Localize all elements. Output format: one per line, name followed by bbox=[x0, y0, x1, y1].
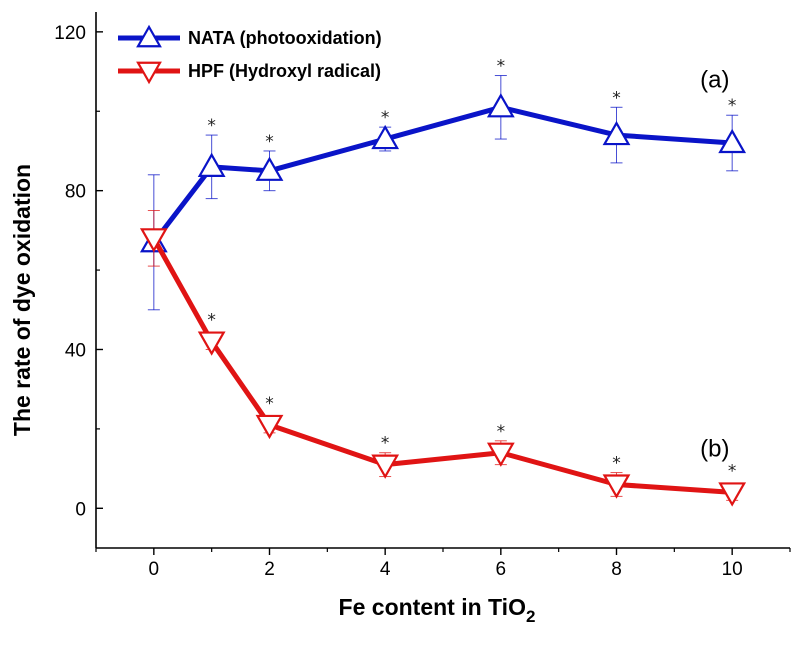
x-tick-label: 6 bbox=[496, 559, 507, 580]
data-point bbox=[486, 93, 515, 118]
data-point bbox=[718, 482, 747, 507]
legend-swatch-marker bbox=[136, 61, 162, 85]
significance-star: * bbox=[612, 454, 621, 474]
data-point bbox=[486, 442, 515, 467]
significance-star: * bbox=[381, 108, 390, 128]
x-tick-label: 4 bbox=[380, 559, 391, 580]
x-tick-label: 8 bbox=[611, 559, 622, 580]
data-point bbox=[255, 156, 284, 181]
significance-star: * bbox=[612, 88, 621, 108]
x-axis-title-main: Fe content in TiO bbox=[339, 594, 526, 620]
axis-ticks: 0 40 80 120 0 2 4 6 8 10 bbox=[54, 23, 791, 580]
series-hpf bbox=[139, 210, 747, 507]
significance-star: * bbox=[497, 57, 506, 77]
significance-star: * bbox=[207, 116, 216, 136]
significance-star: * bbox=[497, 422, 506, 442]
significance-star: * bbox=[265, 132, 274, 152]
y-tick-label: 0 bbox=[75, 499, 86, 520]
x-axis-title-subscript: 2 bbox=[526, 607, 535, 626]
data-point bbox=[718, 128, 747, 154]
y-tick-label: 80 bbox=[65, 182, 86, 203]
series-line bbox=[151, 104, 733, 244]
axes bbox=[95, 12, 790, 549]
data-point bbox=[197, 331, 226, 356]
data-series bbox=[139, 75, 747, 507]
x-tick-label: 10 bbox=[722, 559, 743, 580]
legend-item: HPF (Hydroxyl radical) bbox=[118, 61, 381, 85]
significance-star: * bbox=[381, 434, 390, 454]
legend-label: NATA (photooxidation) bbox=[188, 28, 382, 48]
annotations: (a) (b) bbox=[700, 66, 729, 462]
x-axis-title: Fe content in TiO2 bbox=[339, 594, 536, 626]
x-tick-label: 0 bbox=[149, 559, 160, 580]
significance-star: * bbox=[265, 394, 274, 414]
panel-annotation: (a) bbox=[700, 66, 729, 93]
series-line bbox=[151, 237, 733, 495]
significance-star: * bbox=[728, 462, 737, 482]
data-point bbox=[602, 474, 631, 499]
panel-annotation: (b) bbox=[700, 436, 729, 463]
y-tick-label: 120 bbox=[54, 23, 86, 44]
significance-markers: * * * * * * * * * * * * bbox=[207, 57, 736, 482]
y-axis-title: The rate of dye oxidation bbox=[9, 164, 35, 436]
series-nata bbox=[139, 75, 747, 311]
data-point bbox=[139, 228, 168, 253]
x-tick-label: 2 bbox=[264, 559, 275, 580]
data-point bbox=[255, 414, 284, 440]
data-point bbox=[371, 124, 400, 150]
significance-star: * bbox=[728, 96, 737, 116]
legend-label: HPF (Hydroxyl radical) bbox=[188, 61, 381, 81]
legend-swatch-marker bbox=[136, 24, 162, 48]
legend-item: NATA (photooxidation) bbox=[118, 24, 382, 48]
data-point bbox=[197, 152, 226, 177]
data-point bbox=[371, 454, 400, 479]
significance-star: * bbox=[207, 311, 216, 331]
legend: NATA (photooxidation) HPF (Hydroxyl radic… bbox=[118, 24, 382, 85]
y-tick-label: 40 bbox=[65, 340, 86, 361]
data-point bbox=[602, 120, 631, 146]
